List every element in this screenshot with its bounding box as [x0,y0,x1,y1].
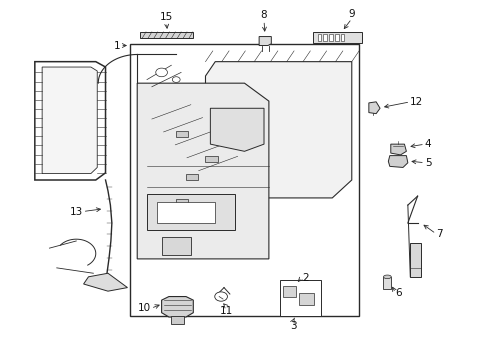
Polygon shape [205,62,351,198]
Bar [317,34,321,41]
Text: 11: 11 [219,306,232,316]
Bar [340,34,344,41]
Bar [176,131,188,137]
Polygon shape [387,156,407,167]
Text: 7: 7 [435,229,442,239]
Bar [334,34,338,41]
Bar [157,202,215,223]
Text: 2: 2 [302,273,308,283]
Circle shape [156,68,167,77]
Polygon shape [368,102,379,114]
Text: 5: 5 [424,158,430,168]
Polygon shape [35,62,105,180]
Polygon shape [210,108,264,151]
Bar [205,156,217,162]
Text: 13: 13 [69,207,82,217]
Circle shape [214,292,227,301]
Bar [140,32,193,39]
Polygon shape [390,144,406,155]
Bar [161,237,190,255]
Text: 9: 9 [348,9,354,19]
Bar [312,32,361,43]
Text: 4: 4 [424,139,430,149]
Bar [171,316,183,324]
Bar [323,34,326,41]
Bar [329,34,332,41]
Text: 15: 15 [160,12,173,22]
Text: 1: 1 [113,41,120,50]
Bar [176,199,188,205]
Bar [130,44,358,316]
Bar [282,286,296,297]
Bar [299,293,313,305]
Polygon shape [161,297,193,317]
Bar [409,243,420,277]
Polygon shape [42,67,97,174]
Ellipse shape [383,275,390,279]
Text: 14: 14 [48,106,61,116]
Text: 12: 12 [409,97,423,107]
Bar [279,280,321,316]
Text: 8: 8 [260,10,267,21]
Text: 10: 10 [138,303,151,314]
Text: 3: 3 [289,320,296,330]
Polygon shape [83,273,127,291]
Circle shape [172,77,180,82]
Text: 6: 6 [395,288,402,298]
Bar [185,174,198,180]
Polygon shape [259,37,271,45]
Polygon shape [137,83,268,259]
Bar [147,194,234,230]
Bar [383,277,390,289]
